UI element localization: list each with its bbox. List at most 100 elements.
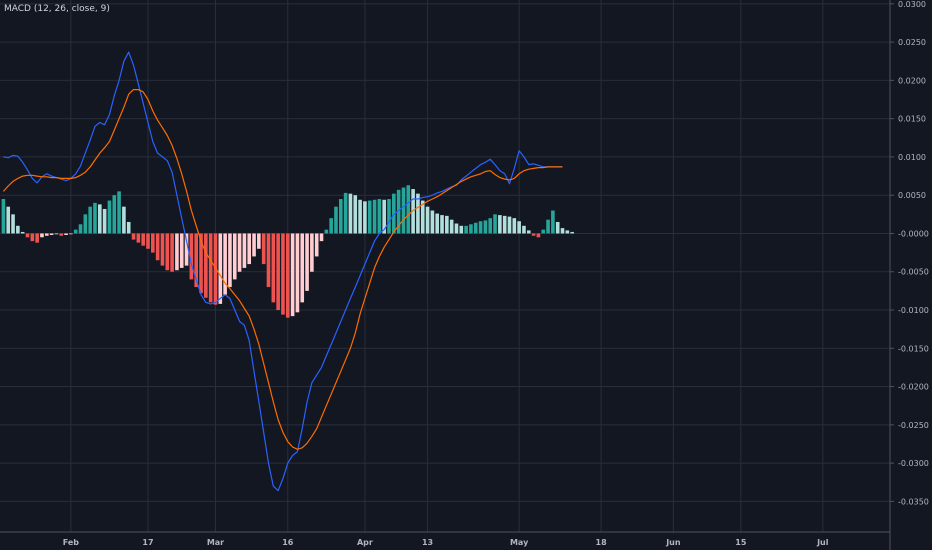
- x-tick-label: May: [510, 538, 529, 547]
- histogram-bar: [232, 233, 237, 280]
- histogram-bar: [348, 193, 353, 234]
- histogram-bar: [353, 195, 358, 234]
- histogram-bar: [151, 233, 155, 253]
- histogram-bar: [339, 199, 343, 234]
- histogram-bar: [30, 233, 35, 242]
- x-tick-label: Jun: [665, 538, 681, 547]
- histogram-bar: [218, 233, 223, 304]
- y-tick-label: -0.0150: [898, 344, 929, 353]
- histogram-bar: [435, 213, 439, 234]
- histogram-bar: [237, 233, 242, 272]
- histogram-bar: [314, 233, 319, 257]
- histogram-bar: [512, 218, 517, 234]
- histogram-bar: [261, 233, 266, 265]
- x-tick-label: Apr: [357, 538, 373, 547]
- histogram-bar: [25, 233, 30, 238]
- histogram-bar: [290, 233, 295, 317]
- histogram-bar: [6, 206, 11, 234]
- histogram-bar: [44, 233, 49, 236]
- histogram-bar: [276, 233, 280, 311]
- histogram-bar: [406, 185, 411, 234]
- histogram-bar: [35, 233, 39, 243]
- histogram-bar: [194, 233, 198, 288]
- histogram-bar: [522, 225, 526, 234]
- histogram-bar: [93, 202, 97, 234]
- histogram-bar: [329, 218, 333, 234]
- histogram-bar: [1, 199, 6, 234]
- histogram-bar: [199, 233, 203, 294]
- x-tick-label: 17: [142, 538, 153, 547]
- macd-line: [3, 51, 563, 492]
- histogram-bar: [40, 233, 44, 238]
- histogram-bar: [324, 229, 329, 234]
- histogram-bar: [112, 195, 117, 234]
- histogram-bar: [570, 231, 574, 234]
- histogram-bar: [358, 199, 362, 234]
- histogram-bar: [252, 233, 256, 257]
- indicator-label: MACD (12, 26, close, 9): [4, 4, 110, 14]
- histogram-bar: [228, 233, 232, 288]
- histogram-bar: [98, 204, 102, 234]
- histogram-bar: [502, 215, 507, 234]
- histogram-bar: [136, 233, 141, 243]
- histogram-bar: [16, 225, 20, 234]
- histogram-bar: [334, 206, 338, 234]
- histogram-bar: [440, 215, 444, 234]
- y-tick-label: 0.0200: [898, 76, 926, 85]
- histogram-bar: [189, 233, 194, 280]
- histogram-bar: [401, 187, 406, 234]
- histogram-bar: [295, 233, 300, 313]
- y-tick-label: 0.0300: [898, 0, 926, 9]
- histogram-bar: [88, 206, 92, 234]
- histogram-bar: [445, 215, 449, 234]
- histogram-bar: [204, 233, 208, 298]
- x-tick-label: 18: [596, 538, 608, 547]
- histogram-bar: [257, 233, 261, 249]
- histogram-bar: [102, 208, 107, 234]
- histogram-bar: [526, 230, 531, 234]
- histogram-bar: [488, 218, 493, 234]
- histogram-bar: [271, 233, 276, 303]
- histogram-bar: [155, 233, 160, 261]
- histogram-bar: [179, 233, 184, 268]
- y-tick-label: -0.0000: [898, 229, 929, 238]
- indicator-lines: [2, 51, 563, 492]
- histogram-bar: [541, 229, 546, 234]
- histogram-bar: [208, 233, 213, 303]
- x-tick-label: 13: [422, 538, 433, 547]
- histogram-bar: [310, 233, 314, 272]
- histogram-bar: [11, 214, 15, 234]
- histogram-bar: [372, 199, 377, 234]
- x-tick-label: Mar: [207, 538, 224, 547]
- y-tick-label: -0.0200: [898, 383, 929, 392]
- histogram-bar: [165, 233, 170, 271]
- histogram-bar: [146, 233, 150, 249]
- histogram-bar: [300, 233, 305, 303]
- histogram-bar: [565, 230, 570, 234]
- histogram-bar: [493, 214, 497, 234]
- histogram-bar: [247, 233, 252, 265]
- y-tick-label: 0.0250: [898, 38, 926, 47]
- histogram-bar: [126, 221, 131, 234]
- histogram-bar: [363, 201, 367, 234]
- histogram-bar: [464, 225, 468, 234]
- histogram-bar: [473, 222, 478, 234]
- histogram-bar: [64, 233, 68, 235]
- x-tick-label: 16: [282, 538, 294, 547]
- histogram-bar: [59, 233, 64, 236]
- histogram-bar: [54, 233, 59, 235]
- y-tick-label: -0.0250: [898, 421, 929, 430]
- histogram-bar: [305, 233, 309, 291]
- histogram-bar: [160, 233, 165, 266]
- histogram-bar: [184, 233, 189, 266]
- y-tick-label: -0.0350: [898, 497, 929, 506]
- y-tick-label: 0.0150: [898, 115, 926, 124]
- histogram-bar: [213, 233, 218, 305]
- histogram-bar: [175, 233, 179, 271]
- y-tick-label: -0.0050: [898, 268, 929, 277]
- histogram-bar: [242, 233, 247, 268]
- histogram-bar: [69, 233, 73, 235]
